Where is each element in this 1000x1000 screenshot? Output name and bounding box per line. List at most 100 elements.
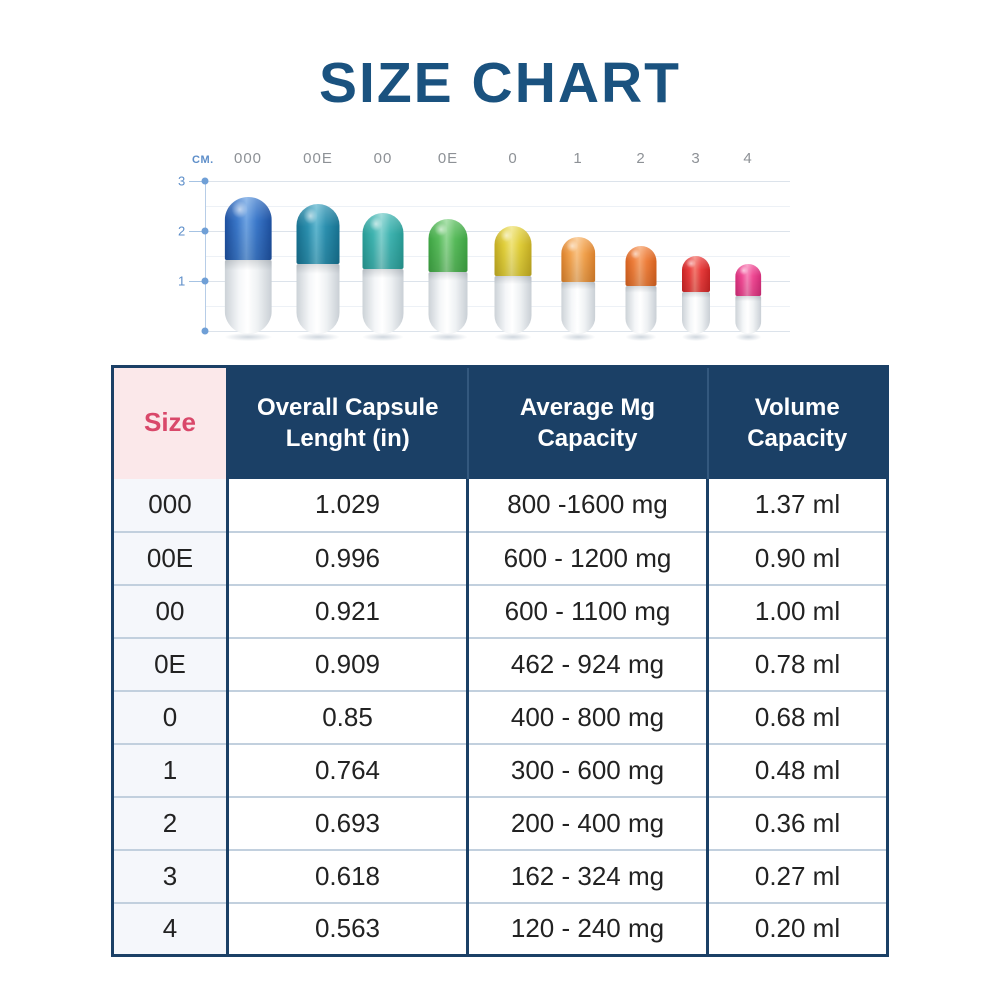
capsule-label-00: 00 — [373, 150, 393, 167]
capsule-shadow — [428, 333, 468, 341]
cell-size: 00 — [112, 583, 228, 638]
capsule-cap — [561, 237, 595, 282]
gridline-3cm — [205, 181, 790, 182]
capsule-cap — [224, 197, 272, 261]
table-row: 00 0.921 600 - 1100 mg 1.00 ml — [112, 583, 888, 638]
tick-dash — [189, 281, 202, 282]
capsule-shadow — [224, 333, 272, 341]
capsule-cap — [362, 213, 404, 269]
cell-size: 4 — [112, 901, 228, 956]
capsule-cap — [625, 246, 657, 287]
cell-volume: 0.48 ml — [706, 742, 888, 797]
capsule-shadow — [682, 333, 710, 341]
table-row: 000 1.029 800 -1600 mg 1.37 ml — [112, 478, 888, 532]
cell-size: 000 — [112, 478, 228, 532]
cell-volume: 0.78 ml — [706, 636, 888, 691]
cell-mg: 600 - 1200 mg — [466, 530, 708, 585]
unit-label: CM. — [192, 154, 214, 166]
cell-size: 0E — [112, 636, 228, 691]
cell-mg: 300 - 600 mg — [466, 742, 708, 797]
header-volume-capacity: Volume Capacity — [706, 366, 888, 479]
capsule-body — [362, 268, 404, 334]
page-title: SIZE CHART — [319, 51, 681, 115]
capsule-shadow — [494, 333, 532, 341]
cell-volume: 0.90 ml — [706, 530, 888, 585]
cell-mg: 162 - 324 mg — [466, 848, 708, 903]
cell-mg: 462 - 924 mg — [466, 636, 708, 691]
table-body: 000 1.029 800 -1600 mg 1.37 ml 00E 0.996 600 … — [112, 478, 888, 956]
table-row: 4 0.563 120 - 240 mg 0.20 ml — [112, 901, 888, 956]
capsule-cap — [494, 226, 532, 276]
capsule-label-0e: 0E — [437, 150, 459, 167]
cell-length: 0.921 — [226, 583, 468, 638]
gridline-2cm — [205, 231, 790, 232]
cell-mg: 400 - 800 mg — [466, 689, 708, 744]
cell-volume: 1.00 ml — [706, 583, 888, 638]
capsule-body — [494, 275, 532, 334]
axis-line — [205, 181, 206, 332]
capsule-label-0: 0 — [508, 150, 518, 167]
header-mg-capacity: Average Mg Capacity — [466, 366, 708, 479]
cell-length: 0.618 — [226, 848, 468, 903]
capsule-label-000: 000 — [233, 150, 263, 167]
axis-dot — [201, 277, 209, 285]
capsule-body — [561, 281, 595, 334]
cell-size: 00E — [112, 530, 228, 585]
tick-3: 3 — [178, 173, 186, 189]
gridline-2-5cm — [205, 206, 790, 207]
capsule-shadow — [735, 333, 761, 341]
capsule-00e-icon — [296, 204, 340, 341]
axis-dot — [201, 177, 209, 185]
capsule-4-icon — [735, 264, 761, 341]
capsule-label-2: 2 — [636, 150, 646, 167]
capsule-0-icon — [494, 226, 532, 341]
capsule-label-00e: 00E — [303, 150, 333, 167]
table-row: 0 0.85 400 - 800 mg 0.68 ml — [112, 689, 888, 744]
cell-length: 0.85 — [226, 689, 468, 744]
capsule-size-table: Size Overall Capsule Lenght (in) Average… — [111, 365, 889, 957]
table-row: 1 0.764 300 - 600 mg 0.48 ml — [112, 742, 888, 797]
tick-dash — [189, 181, 202, 182]
cell-volume: 0.27 ml — [706, 848, 888, 903]
table-row: 00E 0.996 600 - 1200 mg 0.90 ml — [112, 530, 888, 585]
axis-dot — [201, 227, 209, 235]
cell-length: 0.909 — [226, 636, 468, 691]
capsule-shadow — [561, 333, 595, 341]
cell-size: 2 — [112, 795, 228, 850]
cell-volume: 0.20 ml — [706, 901, 888, 956]
capsule-label-4: 4 — [743, 150, 753, 167]
capsule-body — [682, 291, 710, 334]
cell-size: 3 — [112, 848, 228, 903]
capsule-shadow — [362, 333, 404, 341]
table-row: 2 0.693 200 - 400 mg 0.36 ml — [112, 795, 888, 850]
gridline-0cm — [205, 331, 790, 332]
tick-dash — [189, 231, 202, 232]
capsule-body — [224, 260, 272, 334]
cell-length: 0.764 — [226, 742, 468, 797]
header-size: Size — [112, 366, 228, 479]
capsule-cap — [296, 204, 340, 264]
cell-mg: 800 -1600 mg — [466, 478, 708, 532]
cell-length: 0.996 — [226, 530, 468, 585]
capsule-1-icon — [561, 237, 595, 341]
capsule-3-icon — [682, 256, 710, 341]
cell-volume: 1.37 ml — [706, 478, 888, 532]
cell-size: 0 — [112, 689, 228, 744]
capsule-body — [428, 271, 468, 334]
header-row: Size Overall Capsule Lenght (in) Average… — [112, 366, 888, 479]
capsule-label-3: 3 — [691, 150, 701, 167]
capsule-size-illustration: CM. 000 00E 00 0E 0 1 2 3 4 3 2 1 — [0, 144, 1000, 359]
axis-dot — [201, 327, 209, 335]
capsule-cap — [735, 264, 761, 297]
tick-1: 1 — [178, 273, 186, 289]
cell-mg: 600 - 1100 mg — [466, 583, 708, 638]
capsule-body — [296, 263, 340, 334]
cell-length: 0.563 — [226, 901, 468, 956]
capsule-cap — [682, 256, 710, 292]
table-row: 0E 0.909 462 - 924 mg 0.78 ml — [112, 636, 888, 691]
cell-size: 1 — [112, 742, 228, 797]
capsule-body — [735, 296, 761, 334]
capsule-0e-icon — [428, 219, 468, 341]
cell-volume: 0.68 ml — [706, 689, 888, 744]
capsule-shadow — [296, 333, 340, 341]
